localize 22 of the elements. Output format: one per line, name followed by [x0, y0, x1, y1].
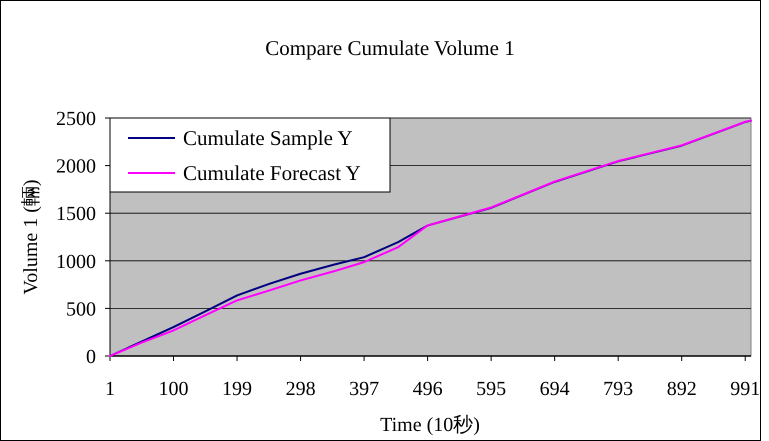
y-tick-label: 500: [66, 298, 96, 320]
x-axis-title: Time (10秒): [380, 414, 480, 436]
y-tick-label: 1500: [56, 203, 96, 226]
x-tick-label: 397: [349, 378, 380, 400]
x-tick-label: 793: [603, 378, 634, 400]
x-tick-label: 694: [540, 378, 570, 400]
y-tick-label: 0: [86, 346, 96, 368]
legend-label: Cumulate Sample Y: [183, 126, 353, 150]
x-tick-label: 298: [286, 378, 316, 400]
x-tick-label: 199: [222, 378, 252, 400]
chart-title: Compare Cumulate Volume 1: [265, 36, 515, 60]
y-tick-label: 2000: [56, 156, 96, 178]
y-tick-label: 1000: [56, 250, 96, 273]
x-tick-label: 100: [158, 378, 189, 400]
y-tick-label: 2500: [56, 108, 96, 130]
x-tick-label: 496: [412, 378, 443, 400]
legend-label: Cumulate Forecast Y: [183, 161, 361, 185]
x-tick-label: 595: [476, 378, 506, 400]
y-axis-title: Volume 1 (輛): [20, 179, 42, 295]
x-tick-label: 991: [730, 378, 760, 400]
x-tick-label: 892: [666, 378, 697, 400]
x-tick-label: 1: [105, 378, 115, 400]
